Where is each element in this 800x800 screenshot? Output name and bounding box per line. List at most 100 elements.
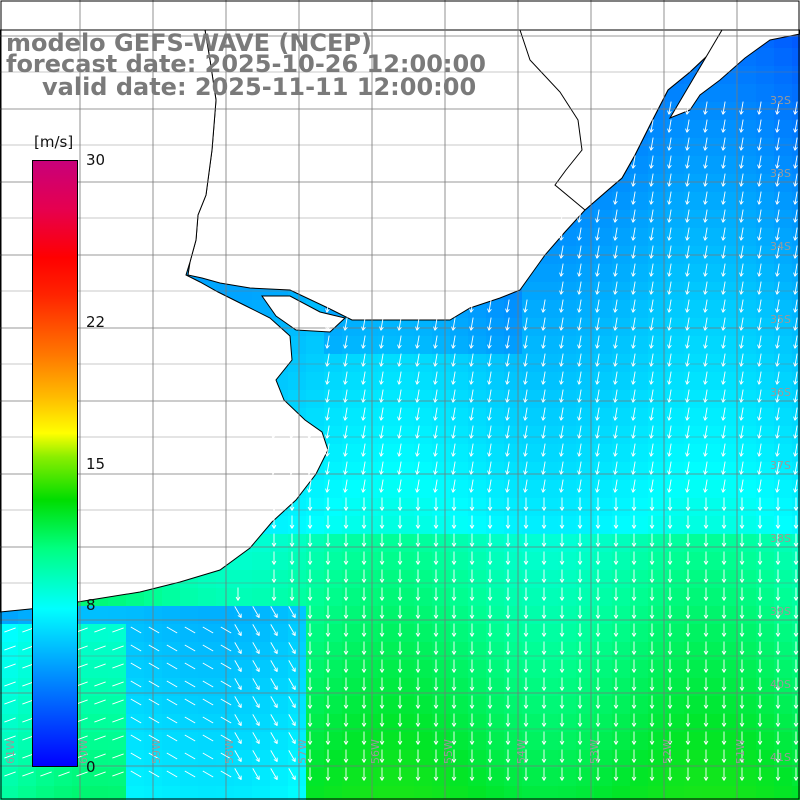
wind-speed-cell (324, 390, 343, 409)
wind-arrow (361, 659, 367, 673)
wind-arrow (577, 245, 582, 259)
wind-arrow (307, 731, 313, 745)
wind-arrow (451, 497, 457, 511)
wind-arrow (541, 587, 547, 601)
wind-speed-cell (774, 498, 793, 517)
wind-speed-cell (180, 678, 199, 697)
wind-speed-cell (594, 534, 613, 553)
wind-speed-cell (630, 696, 649, 715)
wind-arrow (577, 281, 582, 295)
wind-speed-cell (414, 480, 433, 499)
wind-speed-cell (432, 696, 451, 715)
wind-arrow (469, 461, 474, 475)
wind-arrow (541, 569, 547, 583)
wind-speed-cell (342, 372, 361, 391)
wind-speed-cell (126, 660, 145, 679)
wind-arrow (379, 587, 385, 601)
wind-arrow (649, 551, 655, 565)
wind-arrow (289, 533, 295, 547)
wind-arrow (631, 263, 636, 277)
wind-arrow (40, 771, 52, 777)
wind-arrow (739, 641, 745, 655)
wind-arrow (703, 731, 709, 745)
wind-speed-cell (360, 696, 379, 715)
wind-speed-cell (612, 786, 631, 800)
wind-arrow (433, 587, 439, 601)
wind-arrow (757, 713, 763, 727)
wind-arrow (667, 191, 672, 205)
wind-arrow (523, 443, 528, 457)
wind-speed-cell (432, 408, 451, 427)
wind-arrow (343, 533, 349, 547)
wind-speed-cell (468, 480, 487, 499)
wind-speed-cell (702, 354, 721, 373)
wind-speed-cell (792, 84, 800, 103)
wind-speed-cell (378, 534, 397, 553)
wind-speed-cell (630, 786, 649, 800)
wind-speed-cell (738, 300, 757, 319)
wind-arrow (397, 569, 403, 583)
wind-speed-cell (198, 660, 217, 679)
wind-arrow (343, 461, 348, 475)
wind-arrow (541, 677, 547, 691)
wind-arrow (613, 695, 619, 709)
wind-speed-cell (324, 372, 343, 391)
wind-speed-cell (594, 516, 613, 535)
wind-speed-cell (702, 336, 721, 355)
wind-arrow (451, 389, 456, 403)
wind-arrow (613, 461, 618, 475)
wind-arrow (202, 698, 214, 706)
wind-speed-cell (684, 210, 703, 229)
wind-arrow (505, 767, 511, 781)
wind-arrow (793, 389, 798, 403)
wind-arrow (469, 515, 475, 529)
wind-speed-cell (558, 318, 577, 337)
wind-arrow (76, 663, 88, 669)
wind-speed-cell (288, 786, 307, 800)
wind-arrow (649, 461, 654, 475)
wind-arrow (361, 767, 367, 781)
wind-speed-cell (288, 660, 307, 679)
latitude-label: 35S (770, 313, 791, 326)
wind-arrow (775, 425, 780, 439)
wind-arrow (685, 659, 691, 673)
wind-speed-cell (522, 282, 541, 301)
wind-arrow (631, 155, 636, 169)
wind-arrow (757, 101, 762, 115)
wind-arrow (505, 425, 510, 439)
wind-speed-cell (396, 426, 415, 445)
wind-arrow (685, 209, 690, 223)
wind-arrow (379, 461, 384, 475)
wind-speed-cell (306, 372, 325, 391)
wind-speed-cell (540, 408, 559, 427)
wind-speed-cell (432, 660, 451, 679)
wind-arrow (649, 209, 654, 223)
wind-arrow (739, 551, 745, 565)
wind-speed-cell (558, 390, 577, 409)
wind-arrow (775, 551, 781, 565)
wind-arrow (703, 695, 709, 709)
wind-arrow (559, 209, 564, 223)
wind-speed-cell (486, 426, 505, 445)
wind-speed-cell (198, 768, 217, 787)
wind-arrow (361, 695, 367, 709)
wind-speed-cell (576, 732, 595, 751)
wind-arrow (451, 551, 457, 565)
wind-arrow (577, 209, 582, 223)
wind-speed-cell (792, 480, 800, 499)
wind-speed-cell (468, 426, 487, 445)
wind-arrow (793, 209, 798, 223)
wind-speed-cell (612, 336, 631, 355)
wind-arrow (415, 677, 421, 691)
wind-speed-cell (0, 678, 19, 697)
wind-arrow (793, 407, 798, 421)
wind-arrow (4, 717, 16, 723)
wind-arrow (220, 680, 232, 688)
wind-arrow (703, 209, 708, 223)
wind-speed-cell (378, 498, 397, 517)
wind-arrow (631, 191, 636, 205)
wind-speed-cell (702, 264, 721, 283)
wind-arrow (649, 281, 654, 295)
wind-speed-cell (126, 624, 145, 643)
wind-arrow (505, 731, 511, 745)
